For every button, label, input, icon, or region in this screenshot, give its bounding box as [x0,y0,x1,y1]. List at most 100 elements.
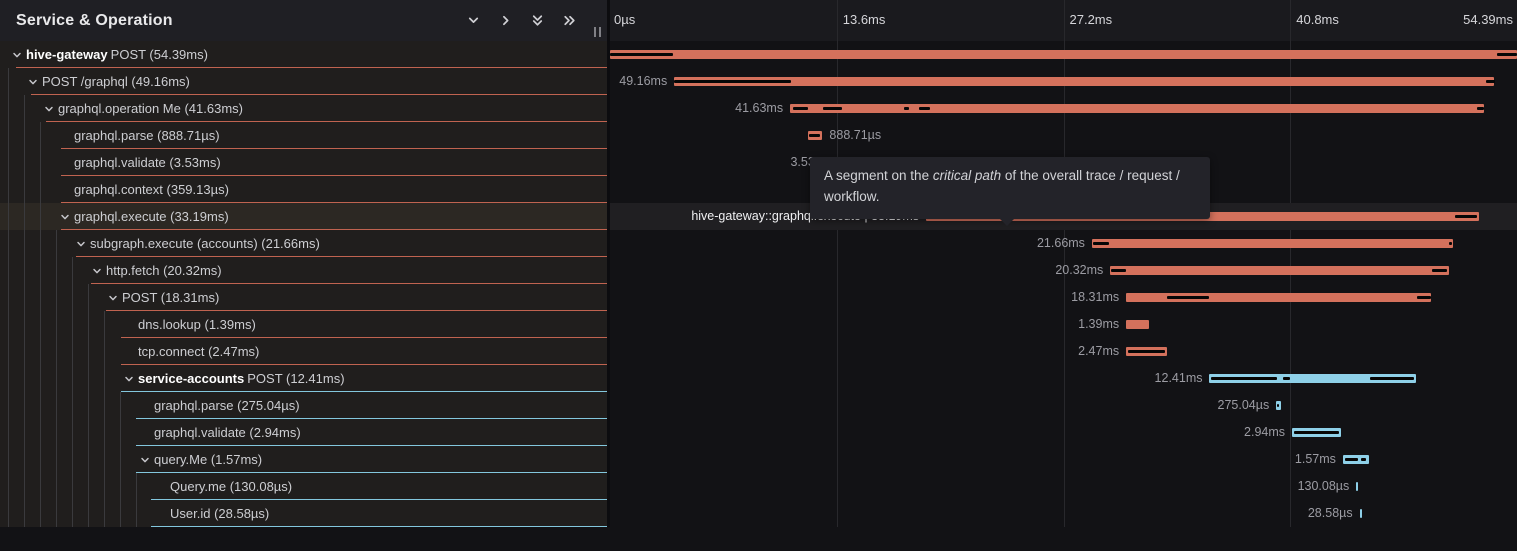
span-bar[interactable] [1356,482,1359,491]
panel-resize-grip[interactable] [594,27,601,37]
indent-guide [120,392,136,419]
tick-label: 0µs [614,12,636,27]
critical-path-segment [1448,242,1453,245]
span-name-label: graphql.parse (275.04µs) [154,398,300,413]
indent-guide [136,500,152,527]
critical-path-segment [1282,377,1290,380]
span-bar[interactable] [790,104,1485,113]
span-bar[interactable] [674,77,1496,86]
span-bar[interactable] [1126,320,1150,329]
indent-guide [8,68,24,95]
span-bar[interactable] [1126,347,1168,356]
tree-row[interactable]: service-accounts POST (12.41ms) [0,365,607,392]
indent-guide [56,419,72,446]
span-name-label: hive-gateway POST (54.39ms) [26,47,208,62]
row-underline [76,256,607,257]
span-bar[interactable] [610,50,1517,59]
indent-guide [56,446,72,473]
timeline-row[interactable]: 130.08µs [610,473,1517,500]
span-duration-label: 41.63ms [735,101,784,115]
indent-guide [40,284,56,311]
panel-divider[interactable] [607,0,610,551]
chevron-down-icon[interactable] [104,284,121,311]
span-bar[interactable] [1091,239,1454,248]
chevron-right-icon[interactable] [498,13,513,28]
chevron-down-icon[interactable] [120,365,137,392]
tree-row[interactable]: graphql.execute (33.19ms) [0,203,607,230]
timeline-row[interactable]: 1.39ms [610,311,1517,338]
chevron-down-icon[interactable] [72,230,89,257]
tree-row[interactable]: graphql.validate (3.53ms) [0,149,607,176]
tree-row[interactable]: graphql.operation Me (41.63ms) [0,95,607,122]
indent-guide [8,122,24,149]
indent-guide [8,419,24,446]
timeline-row[interactable]: 12.41ms [610,365,1517,392]
tree-row[interactable]: POST /graphql (49.16ms) [0,68,607,95]
tree-row[interactable]: tcp.connect (2.47ms) [0,338,607,365]
tree-row[interactable]: subgraph.execute (accounts) (21.66ms) [0,230,607,257]
timeline-row[interactable]: 1.57ms [610,446,1517,473]
indent-guide [120,446,136,473]
double-chevron-right-icon[interactable] [562,13,577,28]
timeline-row[interactable]: 2.94ms [610,419,1517,446]
timeline-row[interactable]: 888.71µs [610,122,1517,149]
chevron-down-icon[interactable] [40,95,57,122]
tree-row[interactable]: graphql.parse (888.71µs) [0,122,607,149]
row-underline [136,445,607,446]
indent-guide [72,419,88,446]
tree-row[interactable]: POST (18.31ms) [0,284,607,311]
row-underline [61,229,607,230]
indent-guide [104,311,120,338]
tree-row[interactable]: graphql.context (359.13µs) [0,176,607,203]
indent-guide [40,257,56,284]
tick-label: 13.6ms [842,12,886,27]
timeline-row[interactable]: 18.31ms [610,284,1517,311]
span-bar[interactable] [1209,374,1417,383]
chevron-down-icon[interactable] [24,68,41,95]
timeline-row[interactable]: 20.32ms [610,257,1517,284]
chevron-down-icon[interactable] [136,446,153,473]
chevron-down-icon[interactable] [8,41,25,68]
span-bar[interactable] [807,131,823,140]
span-bar[interactable] [1292,428,1342,437]
indent-guide [72,284,88,311]
tree-row[interactable]: hive-gateway POST (54.39ms) [0,41,607,68]
chevron-down-icon[interactable] [88,257,105,284]
span-bar[interactable] [1276,401,1281,410]
indent-guide [104,446,120,473]
chevron-down-icon[interactable] [466,13,481,28]
indent-guide [24,95,40,122]
chevron-down-icon[interactable] [56,203,73,230]
timeline-row[interactable] [610,41,1517,68]
span-bar[interactable] [1126,293,1432,302]
timeline-row[interactable]: 41.63ms [610,95,1517,122]
tree-row[interactable]: http.fetch (20.32ms) [0,257,607,284]
chevron-spacer [120,311,137,338]
timeline-row[interactable]: 2.47ms [610,338,1517,365]
timeline-row[interactable]: 49.16ms [610,68,1517,95]
indent-guide [88,500,104,527]
timeline-row[interactable]: 275.04µs [610,392,1517,419]
span-bar[interactable] [1342,455,1370,464]
tree-row[interactable]: Query.me (130.08µs) [0,473,607,500]
tree-row[interactable]: query.Me (1.57ms) [0,446,607,473]
tree-row[interactable]: graphql.validate (2.94ms) [0,419,607,446]
indent-guide [40,311,56,338]
timeline-row[interactable]: 21.66ms [610,230,1517,257]
tree-row[interactable]: graphql.parse (275.04µs) [0,392,607,419]
indent-guide [8,311,24,338]
indent-guide [24,203,40,230]
critical-path-segment [1496,53,1517,56]
indent-guide [40,419,56,446]
span-bar[interactable] [1110,266,1450,275]
span-duration-label: 49.16ms [619,74,668,88]
double-chevron-down-icon[interactable] [530,13,545,28]
span-name-label: dns.lookup (1.39ms) [138,317,256,332]
indent-guide [40,392,56,419]
critical-path-segment [1111,269,1127,272]
tree-row[interactable]: dns.lookup (1.39ms) [0,311,607,338]
span-bar[interactable] [1359,509,1362,518]
critical-path-segment [1276,404,1280,407]
tree-row[interactable]: User.id (28.58µs) [0,500,607,527]
timeline-row[interactable]: 28.58µs [610,500,1517,527]
